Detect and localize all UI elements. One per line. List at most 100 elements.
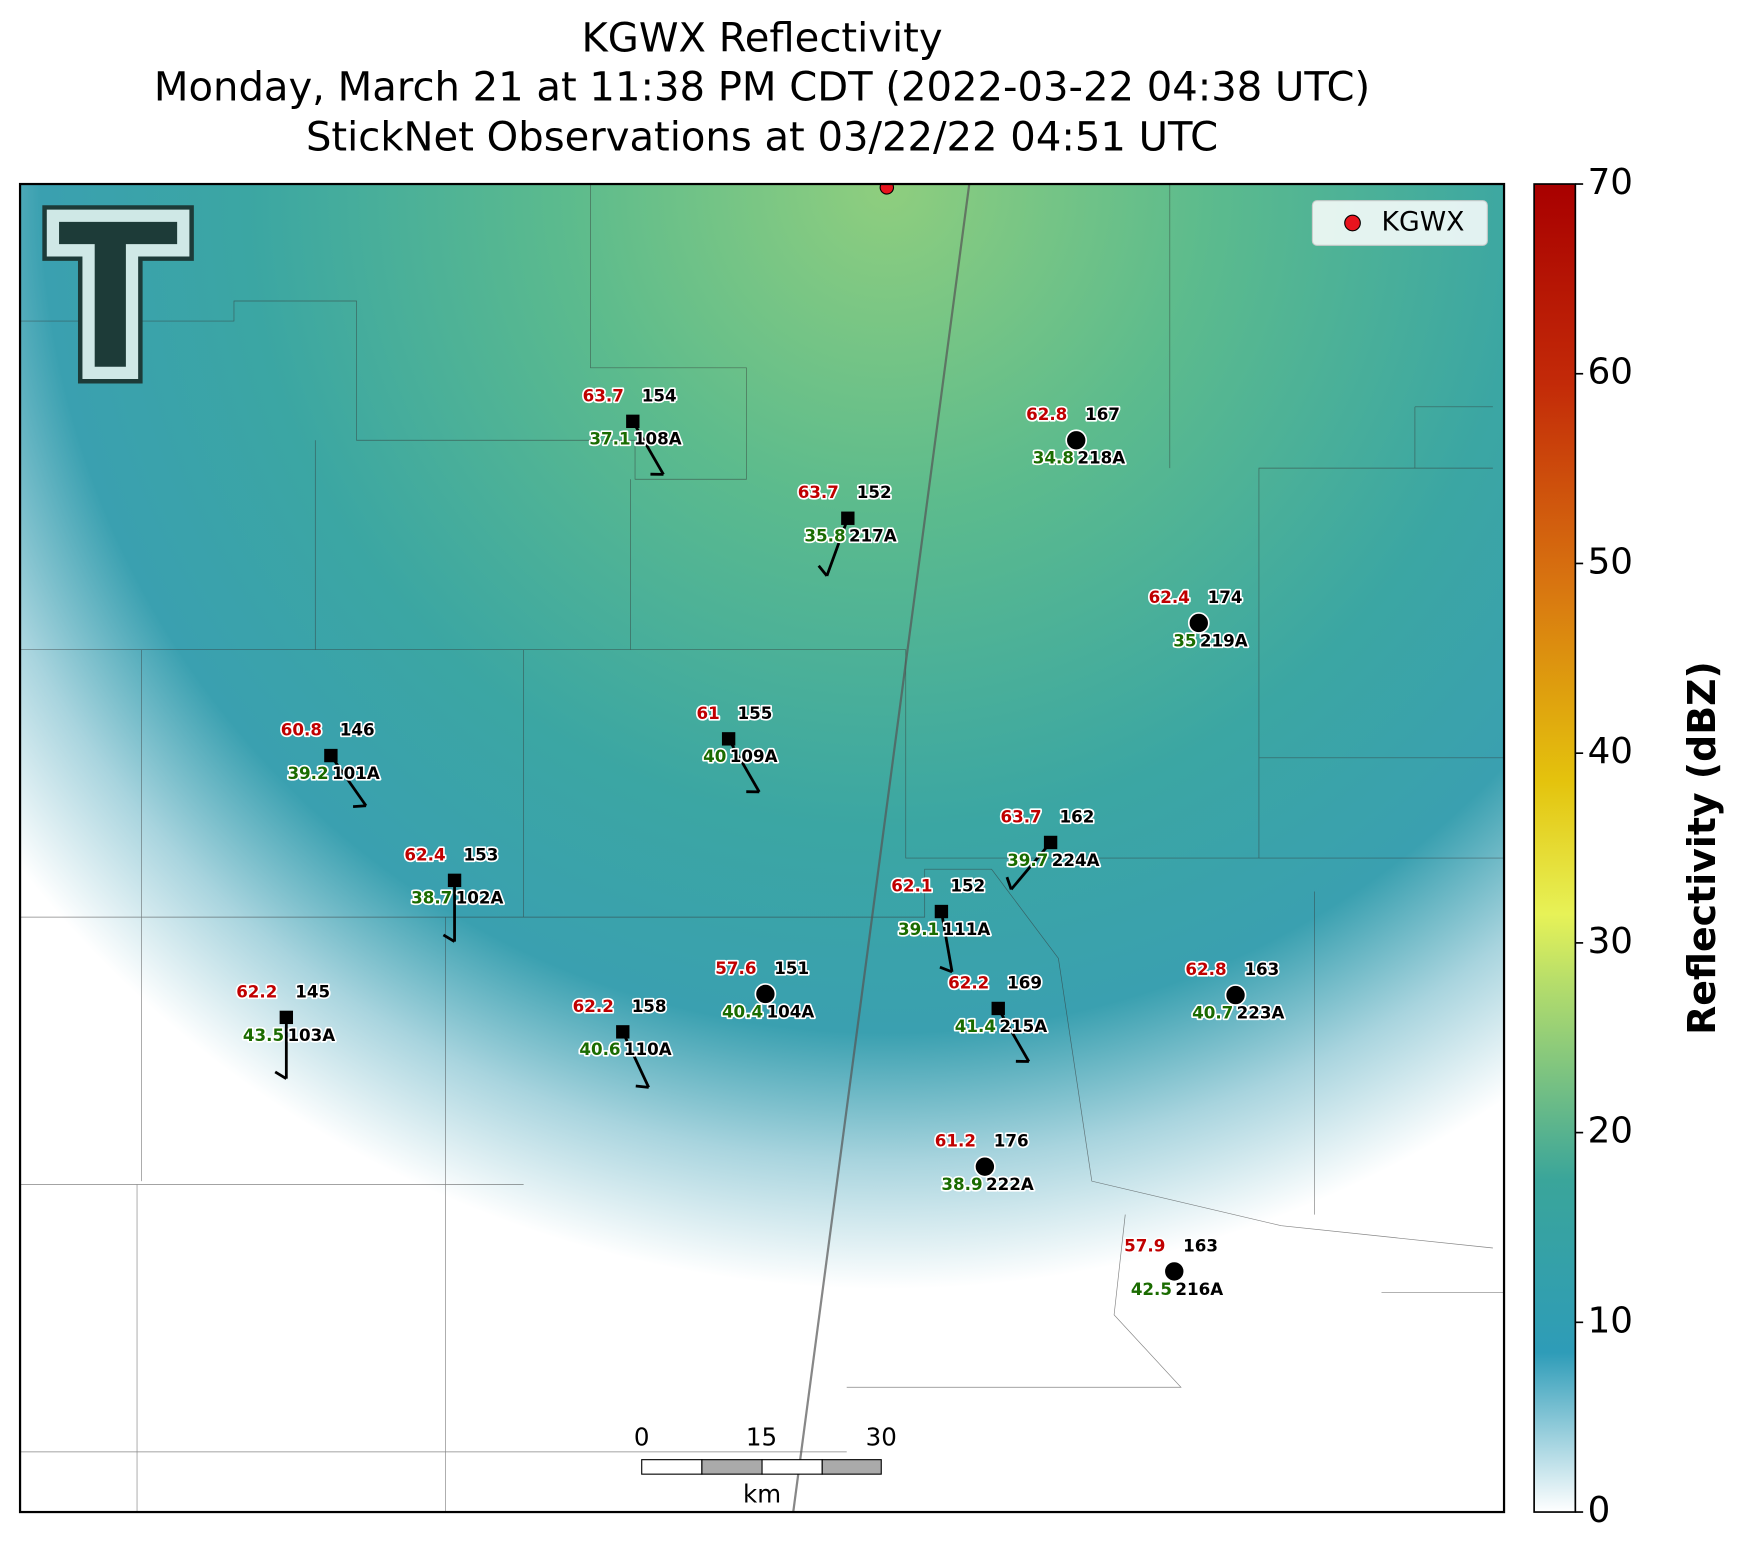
dewpoint: 40: [703, 746, 726, 766]
wind-barb-flag: [817, 564, 828, 577]
colorbar-label: Reflectivity (dBZ): [1680, 661, 1724, 1035]
station-marker: [1163, 1260, 1186, 1283]
temperature: 57.6: [715, 958, 756, 978]
pressure: 163: [1183, 1235, 1218, 1255]
station-marker: [279, 1010, 294, 1025]
colorbar-tick-label: 10: [1588, 1300, 1633, 1341]
dewpoint: 40.4: [722, 1001, 763, 1021]
temperature: 62.1: [891, 875, 932, 895]
station-id: 218A: [1077, 448, 1125, 468]
wind-barb: [940, 911, 954, 973]
station-id: 217A: [849, 526, 897, 546]
station-id: 101A: [332, 763, 380, 783]
radar-site: [879, 184, 895, 195]
station-id: 111A: [943, 919, 991, 939]
temperature: 62.8: [1026, 404, 1067, 424]
dewpoint: 38.7: [411, 888, 452, 908]
station-id: 103A: [287, 1025, 335, 1045]
dewpoint: 39.7: [1007, 850, 1048, 870]
station-marker: [721, 732, 736, 746]
legend: KGWX: [1311, 200, 1488, 246]
map-frame: [18, 182, 1506, 1514]
dewpoint: 40.6: [579, 1039, 620, 1059]
dewpoint: 39.2: [287, 763, 328, 783]
station-id: 219A: [1200, 630, 1248, 650]
temperature: 60.8: [281, 720, 322, 740]
temperature: 62.4: [1149, 587, 1190, 607]
pressure: 174: [1208, 587, 1243, 607]
radar-beam: [792, 184, 971, 1513]
colorbar: [1533, 183, 1577, 1513]
dewpoint: 43.5: [243, 1025, 284, 1045]
wind-barb: [997, 1007, 1031, 1063]
dewpoint: 34.8: [1033, 448, 1074, 468]
dewpoint: 39.1: [898, 919, 939, 939]
stations: 63.7 154 37.1 108A 63.7 152 35.8 217A 62.8 167 34.…: [235, 384, 1287, 1301]
subtitle: Monday, March 21 at 11:38 PM CDT (2022-0…: [154, 64, 1370, 110]
scale-unit: km: [743, 1479, 781, 1508]
logo: [42, 205, 194, 384]
wind-barb: [727, 738, 761, 793]
wind-barb-flag: [442, 933, 456, 943]
wind-barb-flag: [635, 1084, 649, 1089]
title: KGWX Reflectivity: [581, 15, 942, 61]
dewpoint: 35.8: [804, 526, 845, 546]
dewpoint: 40.7: [1192, 1002, 1233, 1022]
pressure: 154: [642, 385, 677, 405]
reflectivity-field: [20, 184, 1505, 1513]
temperature: 62.2: [236, 981, 277, 1001]
pressure: 155: [738, 703, 773, 723]
station-marker: [616, 1025, 630, 1039]
wind-barb: [329, 754, 368, 807]
wind-barb: [621, 1031, 650, 1088]
station-marker: [324, 748, 338, 763]
station-id: 224A: [1052, 850, 1100, 870]
station-marker: [1187, 612, 1210, 634]
wind-barb-flag: [274, 1070, 288, 1080]
subtitle: StickNet Observations at 03/22/22 04:51 …: [306, 114, 1218, 160]
scale-tick-label: 30: [866, 1423, 897, 1452]
station-id: 110A: [624, 1039, 672, 1059]
temperature: 63.7: [798, 482, 839, 502]
pressure: 176: [994, 1131, 1029, 1151]
station-id: 108A: [634, 429, 682, 449]
map-area: 63.7 154 37.1 108A 63.7 152 35.8 217A 62.8 167 34.…: [20, 184, 1505, 1513]
pressure: 167: [1085, 404, 1120, 424]
temperature: 57.9: [1124, 1235, 1165, 1255]
temperature: 63.7: [583, 385, 624, 405]
pressure: 169: [1007, 972, 1042, 992]
station-marker: [754, 983, 777, 1005]
station-marker: [991, 1001, 1005, 1016]
wind-barb-flag: [939, 965, 953, 974]
temperature: 62.2: [948, 972, 989, 992]
station-id: 109A: [730, 746, 778, 766]
station-marker: [1224, 984, 1247, 1006]
wind-barb: [1010, 841, 1052, 891]
pressure: 152: [857, 482, 892, 502]
pressure: 151: [774, 958, 809, 978]
wind-barb-flag: [1005, 876, 1013, 890]
pressure: 163: [1244, 959, 1279, 979]
temperature: 63.7: [1000, 806, 1041, 826]
dewpoint: 41.4: [955, 1016, 996, 1036]
station-marker: [934, 904, 949, 919]
pressure: 162: [1060, 806, 1095, 826]
pressure: 152: [950, 875, 985, 895]
scale-bar: km 0 15 30: [634, 1423, 897, 1509]
pressure: 145: [295, 981, 330, 1001]
pressure: 158: [632, 996, 667, 1016]
colorbar-tick-label: 50: [1588, 541, 1633, 582]
wind-barb: [825, 517, 850, 577]
temperature: 62.2: [573, 996, 614, 1016]
scale-tick-label: 0: [634, 1423, 650, 1452]
temperature: 62.8: [1185, 959, 1226, 979]
colorbar-tick-label: 30: [1588, 921, 1633, 962]
county-lines: [20, 184, 1505, 1513]
station-marker: [1043, 835, 1058, 850]
colorbar-tick-label: 60: [1588, 352, 1633, 393]
dewpoint: 37.1: [589, 429, 630, 449]
station-id: 102A: [456, 888, 504, 908]
legend-marker: [1344, 214, 1361, 232]
legend-label: KGWX: [1381, 207, 1464, 238]
